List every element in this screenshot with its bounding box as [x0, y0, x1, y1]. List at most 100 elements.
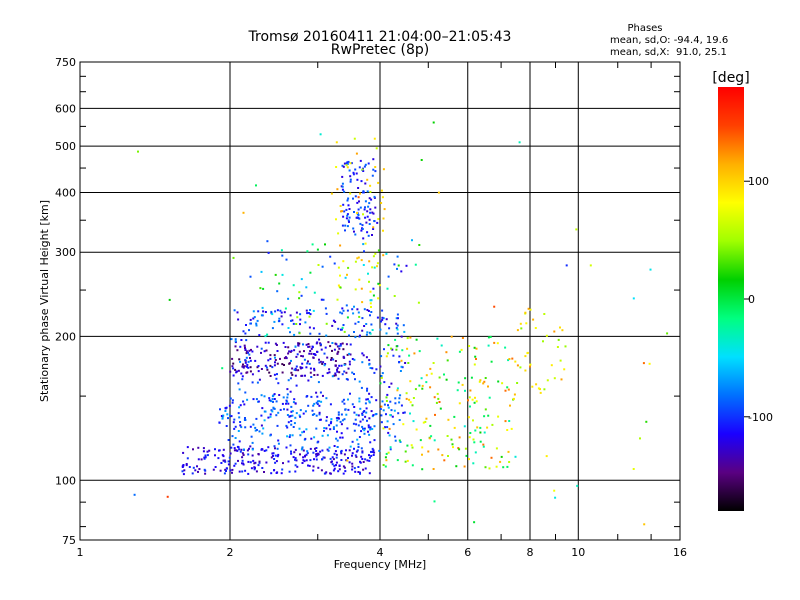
data-point	[351, 358, 354, 360]
data-point	[227, 439, 230, 441]
data-point	[321, 449, 324, 452]
data-point	[373, 137, 376, 140]
data-point	[346, 353, 349, 356]
data-point	[337, 266, 340, 269]
data-point	[334, 364, 337, 367]
data-point	[203, 468, 206, 471]
data-point	[348, 352, 351, 355]
data-point	[429, 424, 432, 427]
data-point	[324, 346, 327, 349]
data-point	[341, 210, 344, 213]
data-point	[338, 468, 341, 471]
data-point	[271, 410, 274, 413]
data-point	[316, 373, 319, 376]
data-point	[318, 358, 320, 361]
data-point	[535, 383, 538, 386]
data-point	[383, 381, 386, 384]
data-point	[369, 426, 372, 429]
data-point	[321, 458, 324, 461]
data-point	[483, 431, 486, 434]
data-point	[305, 286, 308, 289]
data-point	[334, 372, 337, 375]
data-point	[363, 410, 366, 412]
data-point	[291, 319, 294, 322]
data-point	[234, 345, 237, 348]
data-point	[344, 408, 347, 411]
data-point	[343, 402, 346, 405]
data-point	[360, 180, 363, 183]
data-point	[315, 452, 318, 455]
data-point	[332, 319, 335, 322]
data-point	[508, 358, 511, 360]
data-point	[346, 162, 349, 165]
data-point	[368, 359, 371, 362]
data-point	[334, 450, 337, 453]
data-point	[381, 400, 384, 403]
data-point	[291, 434, 294, 437]
data-point	[368, 472, 371, 475]
data-point	[474, 429, 477, 432]
data-point	[185, 463, 188, 465]
data-point	[242, 330, 245, 333]
data-point	[353, 211, 355, 213]
data-point	[329, 403, 332, 406]
data-point	[340, 423, 343, 426]
data-point	[351, 465, 354, 468]
data-point	[294, 369, 297, 372]
data-point	[310, 376, 313, 378]
data-point	[341, 312, 344, 315]
data-point	[550, 364, 553, 367]
data-point	[232, 362, 235, 365]
data-point	[347, 457, 349, 459]
data-point	[243, 365, 246, 368]
data-point	[328, 371, 331, 374]
data-point	[274, 454, 277, 457]
data-point	[244, 391, 247, 394]
data-point	[222, 448, 225, 451]
data-point	[554, 496, 557, 499]
data-point	[329, 472, 332, 475]
data-point	[333, 262, 336, 265]
data-point	[370, 299, 373, 302]
data-point	[222, 414, 225, 417]
data-point	[369, 332, 372, 335]
data-point	[342, 472, 345, 475]
data-point	[529, 308, 532, 311]
data-point	[382, 464, 385, 466]
data-point	[489, 335, 492, 338]
data-point	[337, 416, 340, 419]
data-point	[349, 178, 352, 181]
data-point	[468, 458, 470, 461]
data-point	[356, 212, 358, 214]
data-point	[260, 351, 262, 354]
data-point	[289, 390, 292, 393]
data-point	[197, 446, 200, 449]
data-point	[383, 348, 385, 351]
data-point	[388, 386, 391, 388]
data-point	[393, 409, 396, 412]
data-point	[239, 345, 242, 348]
data-point	[421, 387, 424, 390]
data-point	[329, 422, 332, 425]
data-point	[339, 274, 341, 277]
data-point	[289, 415, 292, 418]
data-point	[545, 455, 548, 458]
data-point	[401, 366, 404, 369]
data-point	[249, 370, 252, 373]
data-point	[380, 375, 383, 377]
data-point	[286, 414, 289, 416]
data-point	[244, 469, 247, 472]
data-point	[326, 372, 329, 375]
data-point	[197, 458, 200, 461]
data-point	[524, 311, 527, 314]
data-point	[251, 448, 254, 451]
data-point	[390, 347, 393, 350]
data-point	[240, 339, 243, 341]
data-point	[321, 374, 324, 377]
data-point	[347, 367, 350, 370]
data-point	[365, 398, 368, 401]
data-point	[381, 318, 384, 321]
data-point	[339, 344, 342, 347]
data-point	[396, 459, 399, 462]
data-point	[339, 244, 342, 247]
